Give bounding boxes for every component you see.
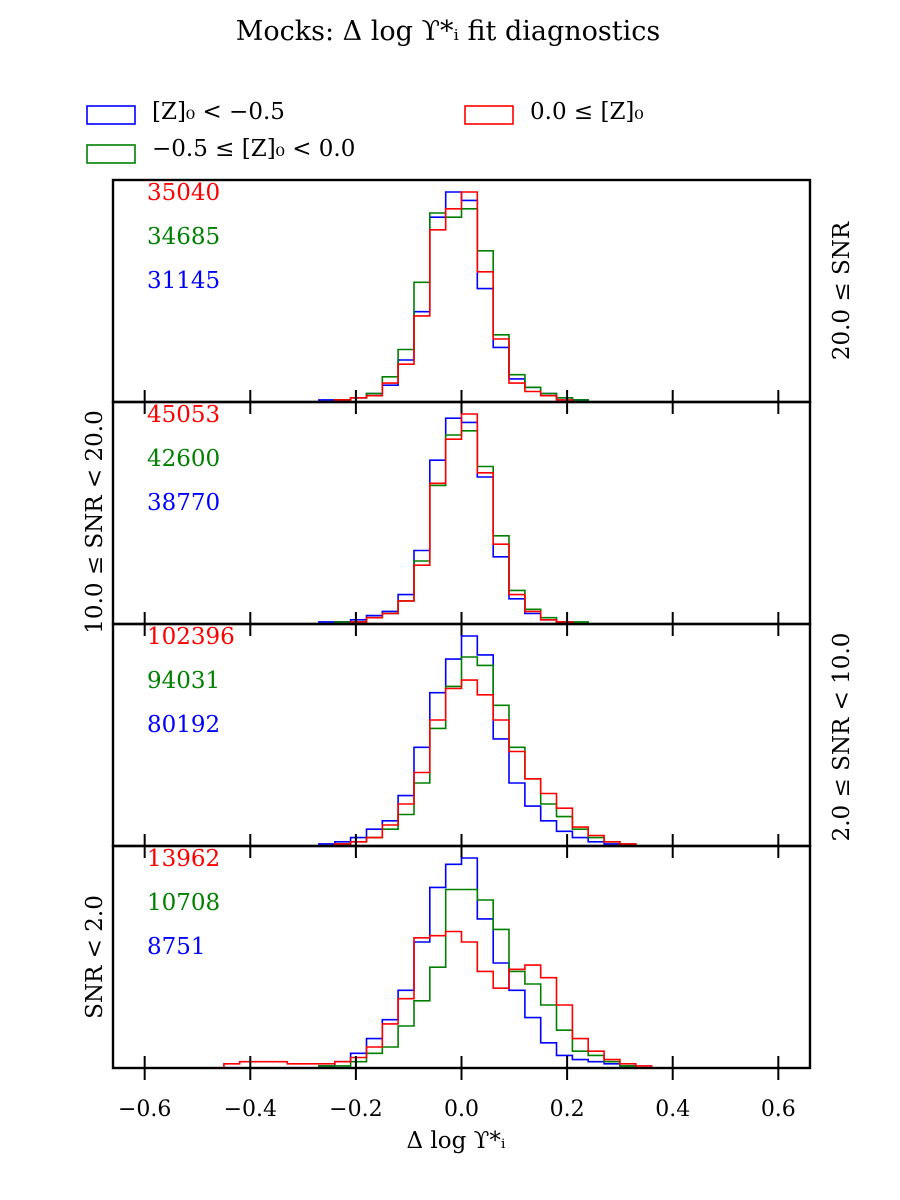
x-axis-label: Δ log ϒ*ᵢ bbox=[406, 1128, 505, 1154]
panel-4-series-red bbox=[223, 930, 684, 1069]
panel-2: 45053 42600 38770 bbox=[111, 400, 812, 636]
panel-1-series-blue bbox=[223, 191, 684, 403]
panel-4-count-blue: 8751 bbox=[147, 934, 206, 960]
panel-2-left-label: 10.0 ≤ SNR < 20.0 bbox=[82, 410, 108, 633]
panel-1-count-red: 35040 bbox=[147, 180, 220, 206]
panel-3: 102396 94031 80192 bbox=[111, 622, 812, 858]
panel-3-series-blue bbox=[223, 635, 684, 847]
panel-1-series-red bbox=[223, 191, 684, 403]
legend-label-red: 0.0 ≤ [Z]₀ bbox=[530, 99, 644, 125]
panel-4-frame bbox=[111, 844, 812, 1070]
x-tick-label: 0.2 bbox=[550, 1097, 585, 1122]
panel-2-series-red bbox=[223, 413, 684, 625]
panel-1-right-label: 20.0 ≤ SNR bbox=[829, 221, 855, 360]
panel-2-count-red: 45053 bbox=[147, 402, 220, 428]
panel-2-series-blue bbox=[223, 417, 684, 625]
x-tick-label: −0.2 bbox=[329, 1097, 382, 1122]
panel-3-series-red bbox=[223, 679, 684, 847]
panel-2-count-blue: 38770 bbox=[147, 490, 220, 516]
panel-4-left-label: SNR < 2.0 bbox=[82, 895, 108, 1019]
x-tick-label: 0.0 bbox=[444, 1097, 479, 1122]
x-tick-label: 0.4 bbox=[655, 1097, 690, 1122]
panel-3-series-green bbox=[223, 656, 684, 847]
panel-4: 13962 10708 8751 bbox=[111, 844, 812, 1070]
panel-2-count-green: 42600 bbox=[147, 446, 220, 472]
legend-swatch-red bbox=[464, 105, 514, 125]
panel-2-series-green bbox=[223, 430, 684, 625]
panel-4-count-green: 10708 bbox=[147, 890, 220, 916]
x-tick-label: 0.6 bbox=[761, 1097, 796, 1122]
x-tick-label: −0.4 bbox=[224, 1097, 277, 1122]
histogram-panels: 35040 34685 31145 45053 42600 38770 102396 9403… bbox=[111, 178, 812, 1070]
panel-1-count-green: 34685 bbox=[147, 224, 220, 250]
panel-1-series-green bbox=[223, 208, 684, 403]
chart-title: Mocks: Δ log ϒ*ᵢ fit diagnostics bbox=[236, 16, 661, 47]
panel-4-series-green bbox=[223, 888, 684, 1069]
panel-3-right-label: 2.0 ≤ SNR < 10.0 bbox=[829, 633, 855, 842]
legend: [Z]₀ < −0.5 −0.5 ≤ [Z]₀ < 0.0 0.0 ≤ [Z]₀ bbox=[86, 99, 644, 164]
legend-swatch-green bbox=[86, 144, 136, 164]
panel-4-count-red: 13962 bbox=[147, 846, 220, 872]
panel-3-count-red: 102396 bbox=[147, 624, 235, 650]
legend-label-green: −0.5 ≤ [Z]₀ < 0.0 bbox=[152, 136, 355, 162]
legend-swatch-blue bbox=[86, 105, 136, 125]
x-tick-label: −0.6 bbox=[118, 1097, 171, 1122]
panel-1-count-blue: 31145 bbox=[147, 268, 220, 294]
panel-1: 35040 34685 31145 bbox=[111, 178, 812, 414]
panel-3-count-blue: 80192 bbox=[147, 712, 220, 738]
panel-3-count-green: 94031 bbox=[147, 668, 220, 694]
legend-label-blue: [Z]₀ < −0.5 bbox=[152, 99, 285, 125]
x-axis: −0.6 −0.4 −0.2 0.0 0.2 0.4 0.6 bbox=[118, 1068, 796, 1122]
